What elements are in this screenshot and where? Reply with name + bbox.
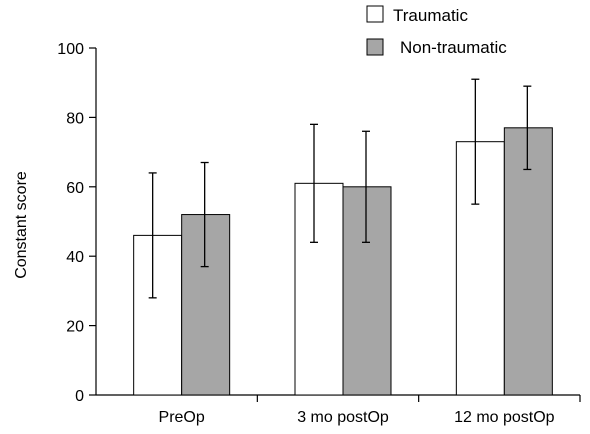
bar-non-traumatic-0 (181, 214, 231, 396)
x-category-label: 12 mo postOp (454, 409, 555, 426)
legend-label-traumatic: Traumatic (393, 6, 468, 25)
x-ticks: PreOp 3 mo postOp 12 mo postOp (159, 395, 581, 426)
legend-label-non-traumatic: Non-traumatic (400, 38, 507, 57)
x-category-label: PreOp (159, 409, 205, 426)
y-tick-label: 60 (66, 180, 84, 197)
x-category-label: 3 mo postOp (297, 409, 389, 426)
y-tick-label: 80 (66, 110, 84, 127)
error-bars (148, 78, 532, 299)
y-axis-label: Constant score (13, 171, 30, 279)
legend-swatch-non-traumatic (366, 38, 384, 56)
y-ticks: 0 20 40 60 80 100 (57, 41, 96, 405)
legend: Traumatic Non-traumatic (366, 5, 507, 57)
bar-traumatic-1 (294, 182, 344, 396)
y-tick-label: 100 (57, 41, 84, 58)
bar-traumatic-0 (133, 234, 183, 396)
y-tick-label: 20 (66, 319, 84, 336)
legend-swatch-traumatic (366, 5, 384, 23)
y-tick-label: 0 (75, 388, 84, 405)
bar-non-traumatic-1 (342, 186, 392, 396)
bar-traumatic-2 (455, 141, 505, 396)
bar-non-traumatic-2 (503, 127, 553, 396)
bars (133, 127, 553, 396)
y-tick-label: 40 (66, 249, 84, 266)
